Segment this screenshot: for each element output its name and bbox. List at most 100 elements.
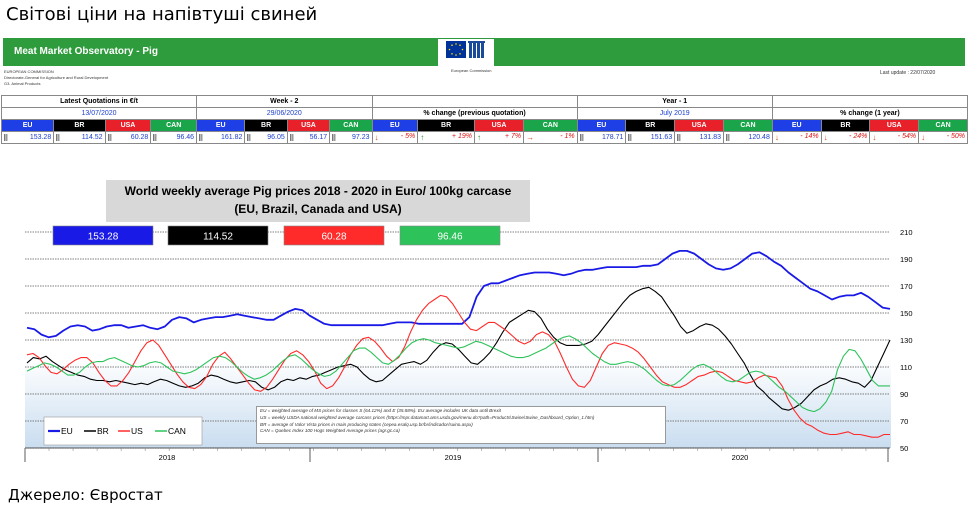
note-eu: EU = weighted average of MS prices for c… bbox=[260, 408, 501, 413]
year-can: 120.48 bbox=[723, 131, 773, 144]
chart-title: World weekly average Pig prices 2018 - 2… bbox=[106, 180, 530, 222]
region-usa: USA bbox=[869, 119, 920, 132]
european-commission-logo-icon bbox=[438, 39, 494, 73]
value-text: 120.48 bbox=[748, 134, 770, 141]
note-us: US = weekly USDA national weighted avera… bbox=[260, 414, 595, 420]
x-tick-label: 2018 bbox=[159, 453, 176, 462]
quotations-table: Latest Quotations in €/t Week - 2 Year -… bbox=[0, 95, 968, 144]
bar-chart-icon bbox=[107, 134, 113, 141]
change-text: - 50% bbox=[946, 133, 965, 140]
last-update: Last update : 22/07/2020 bbox=[880, 70, 936, 76]
chart-title-line-1: World weekly average Pig prices 2018 - 2… bbox=[124, 184, 512, 198]
change-text: + 7% bbox=[504, 133, 522, 140]
year-eu: 178.71 bbox=[576, 131, 627, 144]
value-text: 131.83 bbox=[699, 134, 722, 141]
value-text: 96.46 bbox=[176, 134, 195, 141]
year-change-eu: ↓ - 14% bbox=[771, 131, 822, 144]
change-text: - 24% bbox=[849, 133, 868, 140]
week-header: Week - 2 bbox=[196, 95, 373, 108]
arrow-down-icon: ↓ bbox=[823, 133, 828, 142]
change-text: - 14% bbox=[800, 133, 819, 140]
bar-chart-icon bbox=[677, 134, 683, 141]
value-text: 178.71 bbox=[601, 134, 624, 141]
region-can: CAN bbox=[523, 119, 578, 132]
value-box bbox=[52, 225, 154, 246]
year-usa: 131.83 bbox=[674, 131, 725, 144]
value-text: 114.52 bbox=[81, 134, 103, 141]
arrow-up-icon: ↑ bbox=[420, 133, 425, 142]
bar-chart-icon bbox=[332, 134, 338, 141]
region-br: BR bbox=[53, 119, 106, 132]
week-change-header: % change (previous quotation) bbox=[371, 107, 578, 120]
note-can: CAN = Quebec Index 100 Hogs Weighted Ave… bbox=[260, 428, 400, 434]
change-text: - 1% bbox=[560, 133, 575, 140]
table-value-row: 153.28 114.52 60.28 96.46 161.82 96.05 5… bbox=[0, 131, 968, 144]
series-lines bbox=[26, 249, 891, 438]
region-can: CAN bbox=[723, 119, 773, 132]
change-text: - 5% bbox=[400, 133, 416, 140]
year-header: Year - 1 bbox=[576, 95, 773, 108]
value-text: 96.05 bbox=[267, 134, 285, 141]
region-usa: USA bbox=[674, 119, 725, 132]
banner-title: Meat Market Observatory - Pig bbox=[14, 46, 158, 57]
region-br: BR bbox=[417, 119, 475, 132]
bar-chart-icon bbox=[289, 134, 295, 141]
y-tick-label: 190 bbox=[900, 255, 913, 264]
table-header-row: Latest Quotations in €/t Week - 2 Year -… bbox=[0, 95, 968, 108]
arrow-down-icon: ↓ bbox=[921, 133, 926, 142]
latest-eu: 153.28 bbox=[0, 131, 55, 144]
region-usa: USA bbox=[286, 119, 331, 132]
value-text: 60.28 bbox=[130, 134, 149, 141]
week-change-br: ↑ + 19% bbox=[417, 131, 475, 144]
week-change-eu: ↓ - 5% bbox=[371, 131, 419, 144]
arrow-right-icon: → bbox=[526, 133, 535, 142]
bar-chart-icon bbox=[4, 134, 9, 141]
change-text: - 54% bbox=[897, 133, 917, 140]
page-title: Світові ціни на напівтуші свиней bbox=[6, 4, 318, 25]
value-boxes: 153.28 114.52 60.28 96.46 bbox=[52, 225, 501, 246]
series-line-eu bbox=[26, 249, 891, 339]
legend-label: US bbox=[131, 426, 143, 436]
price-line-chart: 210 190 170 150 130 110 90 70 50 153.28 114.52 60.… bbox=[24, 225, 913, 462]
week-br: 96.05 bbox=[244, 131, 288, 144]
y-tick-label: 70 bbox=[900, 417, 908, 426]
y-tick-label: 130 bbox=[900, 336, 913, 345]
year-change-header: % change (1 year) bbox=[771, 107, 968, 120]
org-line-1: EUROPEAN COMMISSION bbox=[4, 69, 54, 74]
series-line-can bbox=[26, 335, 890, 413]
week-change-can: → - 1% bbox=[523, 131, 578, 144]
value-text: 151.63 bbox=[650, 134, 673, 141]
week-eu: 161.82 bbox=[196, 131, 246, 144]
latest-date: 13/07/2020 bbox=[0, 107, 198, 120]
series-notes: EU = weighted average of MS prices for c… bbox=[256, 406, 666, 444]
x-tick-label: 2020 bbox=[732, 453, 749, 462]
value-box bbox=[399, 225, 501, 246]
y-tick-label: 110 bbox=[900, 363, 912, 372]
note-br: BR = average of Valor Vista prices in ma… bbox=[260, 421, 473, 427]
region-eu: EU bbox=[196, 119, 246, 132]
year-br: 151.63 bbox=[625, 131, 676, 144]
source-note: Джерело: Євростат bbox=[8, 486, 163, 504]
y-tick-label: 210 bbox=[900, 228, 913, 237]
legend-label: EU bbox=[61, 426, 73, 436]
latest-can: 96.46 bbox=[150, 131, 198, 144]
bar-chart-icon bbox=[247, 134, 253, 141]
y-tick-label: 90 bbox=[900, 390, 908, 399]
bar-chart-icon bbox=[199, 134, 205, 141]
series-line-us bbox=[26, 294, 890, 438]
year-change-can: ↓ - 50% bbox=[918, 131, 968, 144]
bar-chart-icon bbox=[579, 134, 585, 141]
value-box-label: 96.46 bbox=[437, 232, 462, 243]
table-date-row: 13/07/2020 29/06/2020 % change (previous… bbox=[0, 107, 968, 120]
region-can: CAN bbox=[150, 119, 198, 132]
region-can: CAN bbox=[918, 119, 968, 132]
week-usa: 56.17 bbox=[286, 131, 331, 144]
region-br: BR bbox=[625, 119, 676, 132]
bar-chart-icon bbox=[628, 134, 634, 141]
value-box-label: 114.52 bbox=[203, 232, 233, 243]
arrow-down-icon: ↓ bbox=[374, 133, 379, 142]
value-box bbox=[167, 225, 269, 246]
year-header-spacer bbox=[771, 95, 968, 108]
region-can: CAN bbox=[329, 119, 373, 132]
region-br: BR bbox=[820, 119, 871, 132]
